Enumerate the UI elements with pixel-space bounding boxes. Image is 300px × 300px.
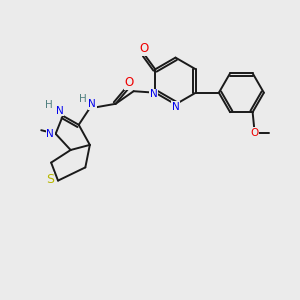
Text: N: N	[46, 129, 54, 139]
Text: O: O	[250, 128, 258, 138]
Text: N: N	[172, 102, 179, 112]
Text: H: H	[79, 94, 86, 104]
Text: N: N	[56, 106, 64, 116]
Text: O: O	[140, 42, 149, 55]
Text: N: N	[88, 99, 96, 110]
Text: H: H	[46, 100, 53, 110]
Text: S: S	[46, 173, 54, 186]
Text: N: N	[150, 89, 158, 99]
Text: O: O	[125, 76, 134, 89]
